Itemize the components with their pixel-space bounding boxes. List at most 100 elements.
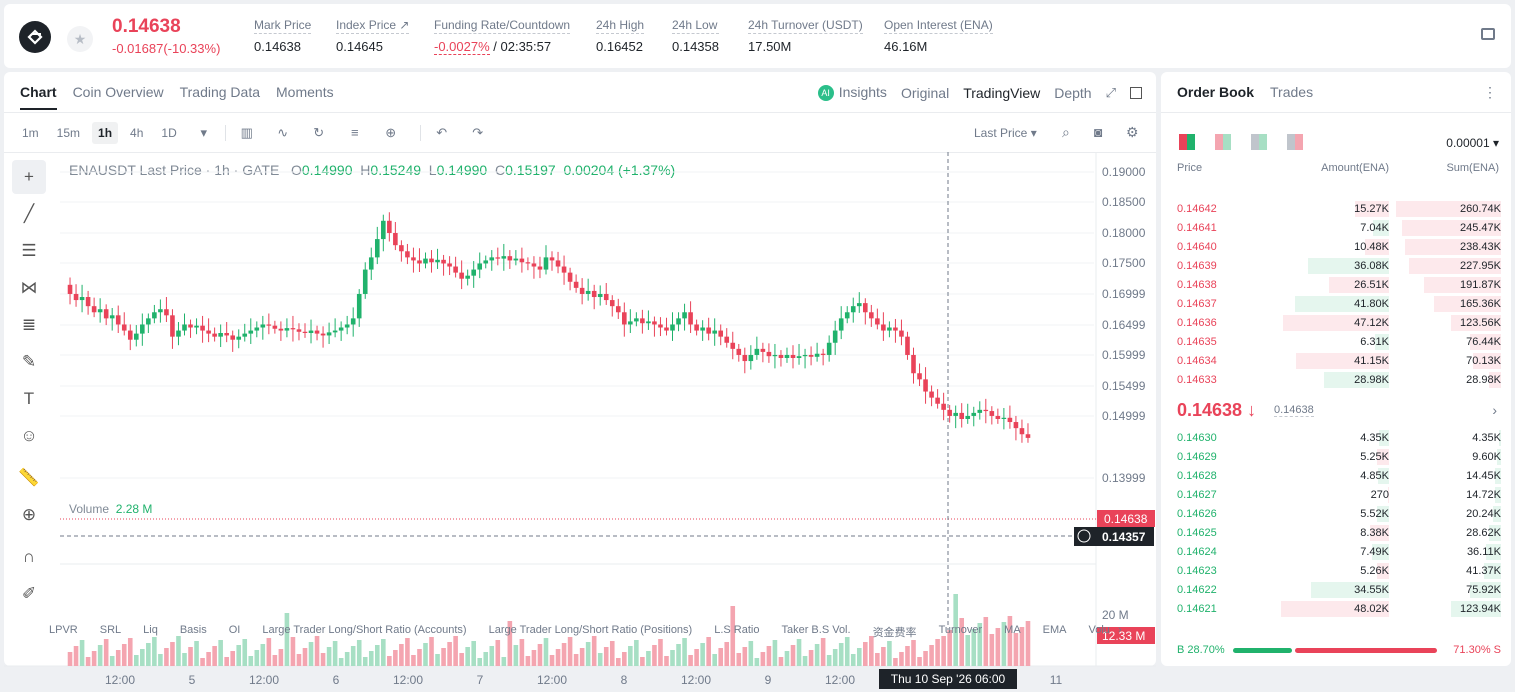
ask-row[interactable]: 0.14633 28.98K 28.98K	[1177, 371, 1501, 389]
ask-row[interactable]: 0.14634 41.15K 70.13K	[1177, 352, 1501, 370]
ask-row[interactable]: 0.14638 26.51K 191.87K	[1177, 276, 1501, 294]
ind-lpvr[interactable]: LPVR	[49, 624, 78, 636]
candle	[182, 324, 187, 331]
ind-funding[interactable]: 资金费率	[872, 627, 917, 639]
ind-ema[interactable]: EMA	[1042, 624, 1067, 636]
tab-moments[interactable]: Moments	[276, 84, 334, 100]
redo-icon[interactable]: ↷	[472, 125, 484, 140]
search-icon[interactable]: ⌕	[1062, 124, 1070, 140]
add-indicator-icon[interactable]: ⊕	[385, 125, 397, 140]
settings-gear-icon[interactable]: ⚙	[1126, 124, 1139, 140]
ask-row[interactable]: 0.14642 15.27K 260.74K	[1177, 200, 1501, 218]
ask-row[interactable]: 0.14637 41.80K 165.36K	[1177, 295, 1501, 313]
candles-icon[interactable]: ▥	[240, 125, 253, 140]
ind-taker-vol[interactable]: Taker B.S Vol.	[781, 624, 851, 636]
ind-liq[interactable]: Liq	[143, 624, 158, 636]
ind-ls-ratio[interactable]: L.S Ratio	[714, 624, 760, 636]
tab-original[interactable]: Original	[900, 84, 950, 101]
horizontal-lines-icon[interactable]: ☰	[21, 241, 37, 260]
row-sum: 4.35K	[1472, 432, 1501, 444]
pattern-icon[interactable]: ⋈	[20, 278, 38, 297]
tf-1h[interactable]: 1h	[92, 122, 119, 144]
text-icon[interactable]: T	[23, 389, 35, 408]
more-icon[interactable]: ⋮	[1483, 84, 1497, 100]
candlestick-chart[interactable]: 0.19000 0.18500 0.18000 0.17500 0.16999 0.164…	[4, 152, 1156, 692]
indicators-icon[interactable]: ∿	[277, 125, 289, 140]
layout-split-icon[interactable]	[1215, 134, 1231, 150]
volume-bar	[555, 649, 561, 666]
ind-oi[interactable]: OI	[228, 624, 241, 636]
tab-chart[interactable]: Chart	[20, 84, 57, 110]
volume-bar	[453, 636, 458, 666]
ask-row[interactable]: 0.14640 10.48K 238.43K	[1177, 238, 1501, 256]
last-price-select[interactable]: Last Price ▾	[974, 126, 1037, 140]
tf-15m[interactable]: 15m	[56, 126, 81, 140]
expand-icon[interactable]: ⤢	[1105, 84, 1116, 100]
bid-row[interactable]: 0.14621 48.02K 123.94K	[1177, 600, 1501, 618]
lock-draw-icon[interactable]: ✐	[21, 584, 37, 603]
bid-row[interactable]: 0.14627 270 14.72K	[1177, 486, 1501, 504]
tab-trading-data[interactable]: Trading Data	[179, 84, 261, 100]
ind-volu[interactable]: Volu	[1088, 624, 1110, 636]
tab-insights[interactable]: AI Insights	[817, 84, 887, 102]
magnet-icon[interactable]: ∩	[22, 547, 36, 566]
volume-bar	[411, 655, 416, 666]
row-sum: 245.47K	[1460, 222, 1501, 234]
refresh-icon[interactable]: ↻	[313, 125, 325, 140]
trend-line-icon[interactable]: ╱	[23, 204, 35, 223]
bid-row[interactable]: 0.14624 7.49K 36.11K	[1177, 543, 1501, 561]
index-price-stat[interactable]: Index Price ↗ 0.14645	[336, 18, 410, 54]
ind-ma[interactable]: MA	[1004, 624, 1021, 636]
tab-trades[interactable]: Trades	[1270, 84, 1314, 100]
bid-row[interactable]: 0.14629 5.25K 9.60K	[1177, 448, 1501, 466]
tab-order-book[interactable]: Order Book	[1177, 84, 1255, 100]
candle	[628, 321, 633, 325]
layout-asks-icon[interactable]	[1287, 134, 1303, 150]
ask-row[interactable]: 0.14639 36.08K 227.95K	[1177, 257, 1501, 275]
ind-srl[interactable]: SRL	[99, 624, 122, 636]
ind-ltlsr-accounts[interactable]: Large Trader Long/Short Ratio (Accounts)	[262, 624, 467, 636]
template-icon[interactable]: ≡	[350, 125, 359, 140]
bid-row[interactable]: 0.14622 34.55K 75.92K	[1177, 581, 1501, 599]
ask-row[interactable]: 0.14641 7.04K 245.47K	[1177, 219, 1501, 237]
window-icon[interactable]	[1130, 86, 1142, 99]
book-icon[interactable]	[1481, 28, 1495, 40]
emoji-icon[interactable]: ☺	[20, 426, 38, 445]
ind-basis[interactable]: Basis	[179, 624, 207, 636]
ask-row[interactable]: 0.14636 47.12K 123.56K	[1177, 314, 1501, 332]
ask-row[interactable]: 0.14635 6.31K 76.44K	[1177, 333, 1501, 351]
bid-row[interactable]: 0.14628 4.85K 14.45K	[1177, 467, 1501, 485]
tab-coin-overview[interactable]: Coin Overview	[72, 84, 164, 100]
tab-tradingview[interactable]: TradingView	[963, 84, 1041, 101]
low-24h-stat: 24h Low 0.14358	[672, 18, 719, 54]
camera-icon[interactable]: ◙	[1094, 124, 1103, 140]
crosshair-icon[interactable]: +	[12, 160, 46, 194]
brush-icon[interactable]: ✎	[21, 352, 37, 371]
chevron-down-icon[interactable]: ▾	[200, 125, 207, 140]
layout-bids-icon[interactable]	[1251, 134, 1267, 150]
bid-row[interactable]: 0.14626 5.52K 20.24K	[1177, 505, 1501, 523]
volume-bar	[790, 645, 796, 666]
mid-mark-price: 0.14638	[1274, 404, 1314, 417]
tab-depth[interactable]: Depth	[1054, 84, 1092, 101]
bid-row[interactable]: 0.14623 5.26K 41.37K	[1177, 562, 1501, 580]
ind-turnover[interactable]: Turnover	[938, 624, 983, 636]
ind-ltlsr-positions[interactable]: Large Trader Long/Short Ratio (Positions…	[488, 624, 693, 636]
bid-row[interactable]: 0.14625 8.38K 28.62K	[1177, 524, 1501, 542]
row-sum: 238.43K	[1460, 241, 1501, 253]
zoom-in-icon[interactable]: ⊕	[21, 505, 37, 524]
bid-row[interactable]: 0.14630 4.35K 4.35K	[1177, 429, 1501, 447]
undo-icon[interactable]: ↶	[436, 125, 448, 140]
tf-4h[interactable]: 4h	[130, 126, 144, 140]
volume-bar	[814, 644, 820, 666]
tf-1d[interactable]: 1D	[161, 126, 177, 140]
chevron-right-icon[interactable]: ›	[1117, 624, 1122, 636]
precision-select[interactable]: 0.00001 ▾	[1446, 136, 1499, 150]
chevron-right-icon[interactable]: ›	[1492, 402, 1497, 418]
ruler-icon[interactable]: 📏	[18, 468, 40, 487]
tf-1m[interactable]: 1m	[22, 126, 39, 140]
plus-circle-icon[interactable]	[1077, 529, 1091, 543]
layout-both-icon[interactable]	[1179, 134, 1195, 150]
fib-icon[interactable]: ≣	[21, 315, 37, 334]
favorite-star-icon[interactable]: ★	[67, 26, 93, 52]
